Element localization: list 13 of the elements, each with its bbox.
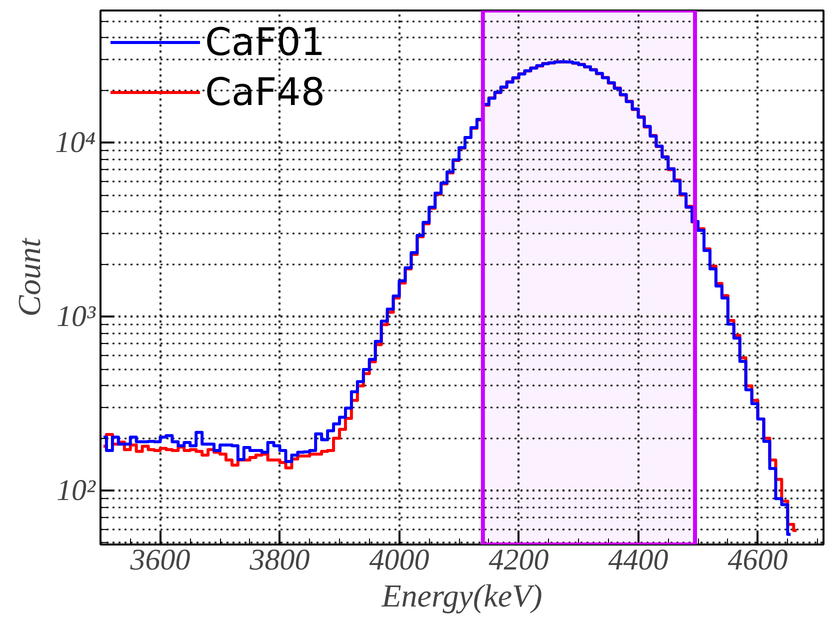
y-tick-label: 10⁴ [55, 126, 96, 160]
y-tick-label: 10³ [56, 300, 97, 334]
x-tick-label: 4200 [488, 544, 549, 576]
legend-label: CaF48 [205, 70, 326, 114]
x-tick-label: 4400 [608, 544, 668, 576]
x-tick-label: 3800 [248, 544, 310, 576]
x-tick-label: 3600 [129, 544, 190, 576]
y-tick-label: 10² [56, 474, 97, 508]
legend-label: CaF01 [205, 20, 326, 64]
x-axis-title: Energy(keV) [380, 578, 542, 614]
x-tick-label: 4000 [369, 544, 430, 576]
y-axis-title: Count [11, 237, 48, 317]
x-tick-label: 4600 [728, 544, 788, 576]
